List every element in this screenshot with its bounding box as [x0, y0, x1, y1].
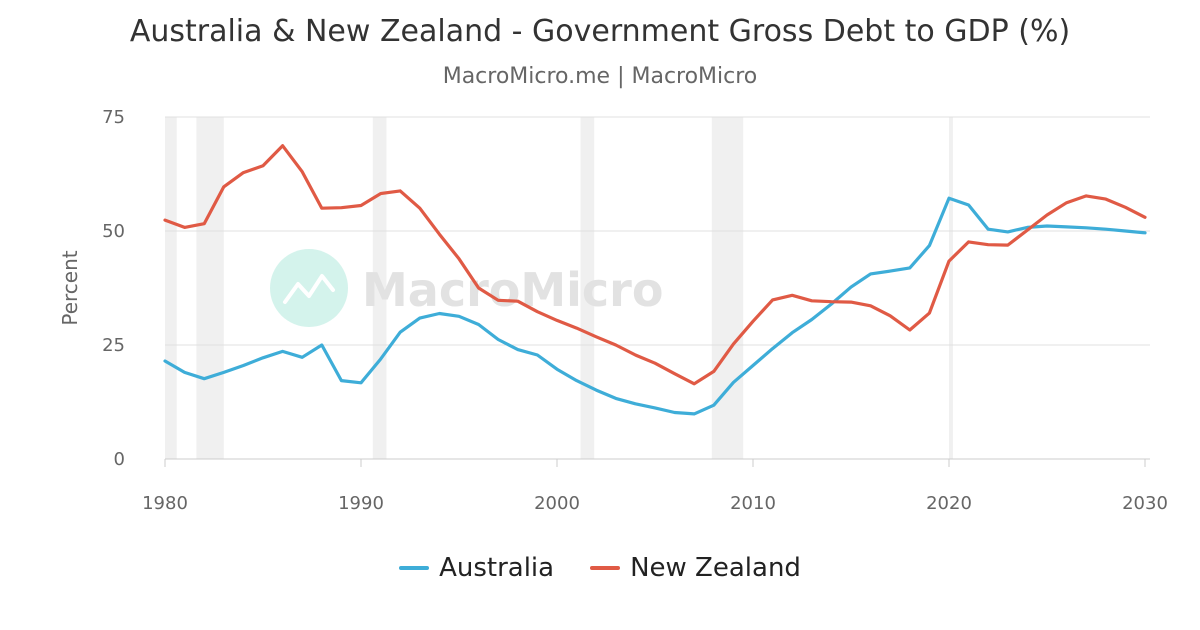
- x-tick-label: 2020: [926, 493, 972, 514]
- watermark: MacroMicro: [270, 249, 663, 327]
- y-tick-label: 50: [102, 221, 125, 242]
- axes: 0 25 50 75 1980 1990 2000 2010 2020 2030: [102, 107, 1168, 514]
- grid-lines: [165, 116, 1150, 346]
- series-line-australia: [163, 196, 1147, 416]
- legend-swatch-new-zealand: [590, 566, 621, 570]
- y-tick-label: 75: [102, 107, 125, 128]
- x-tick-label: 1990: [338, 493, 384, 514]
- legend-item-australia[interactable]: Australia: [399, 553, 554, 583]
- watermark-text: MacroMicro: [362, 263, 663, 317]
- x-tick-label: 2010: [730, 493, 776, 514]
- chart-title: Australia & New Zealand - Government Gro…: [129, 14, 1071, 49]
- legend: Australia New Zealand: [0, 553, 1200, 583]
- x-tick-label: 2000: [534, 493, 580, 514]
- watermark-icon-stroke: [283, 274, 335, 304]
- x-tick-label: 2030: [1122, 493, 1168, 514]
- legend-label-australia: Australia: [439, 553, 555, 583]
- series-line-new-zealand: [163, 144, 1147, 386]
- y-tick-label: 25: [102, 335, 125, 356]
- x-tick-label: 1980: [142, 493, 188, 514]
- chart-subtitle: MacroMicro.me | MacroMicro: [442, 64, 758, 89]
- recession-band: [165, 117, 177, 459]
- legend-item-new-zealand[interactable]: New Zealand: [590, 553, 801, 583]
- legend-swatch-australia: [399, 566, 430, 570]
- recession-band: [372, 117, 387, 459]
- recession-band: [580, 117, 595, 459]
- legend-label-new-zealand: New Zealand: [630, 553, 801, 583]
- y-tick-label: 0: [114, 449, 125, 470]
- recession-band: [711, 117, 744, 459]
- recession-band: [196, 117, 224, 459]
- recession-band: [949, 117, 953, 459]
- series-lines: [163, 144, 1147, 416]
- watermark-chart-line-icon: [270, 249, 348, 327]
- y-axis-label: Percent: [58, 250, 82, 325]
